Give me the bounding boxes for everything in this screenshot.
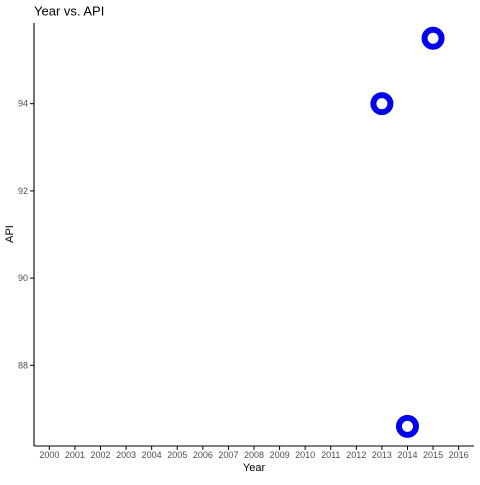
x-tick-label: 2002	[90, 450, 110, 460]
x-tick-label: 2000	[39, 450, 59, 460]
x-tick-label: 2013	[372, 450, 392, 460]
x-tick-label: 2004	[142, 450, 162, 460]
y-tick-label: 88	[18, 360, 28, 370]
y-tick-label: 92	[18, 186, 28, 196]
x-axis-ticks: 2000 2001 2002 2003 2004 2005 2006 2007 2008 2009…	[39, 446, 469, 460]
data-point	[370, 92, 394, 116]
data-point	[395, 414, 419, 438]
x-tick-label: 2003	[116, 450, 136, 460]
x-tick-label: 2001	[65, 450, 85, 460]
x-tick-label: 2014	[397, 450, 417, 460]
x-tick-label: 2010	[295, 450, 315, 460]
chart-title: Year vs. API	[34, 4, 104, 19]
data-point	[421, 26, 445, 50]
x-tick-label: 2011	[321, 450, 340, 460]
x-tick-label: 2006	[193, 450, 213, 460]
y-axis-ticks: 88 90 92 94	[18, 99, 34, 370]
x-tick-label: 2015	[423, 450, 443, 460]
x-tick-label: 2007	[218, 450, 238, 460]
data-points	[370, 26, 445, 438]
x-tick-label: 2008	[244, 450, 264, 460]
y-axis-label: API	[4, 225, 16, 243]
y-tick-label: 94	[18, 99, 28, 109]
x-tick-label: 2012	[346, 450, 366, 460]
x-tick-label: 2009	[270, 450, 290, 460]
y-tick-label: 90	[18, 273, 28, 283]
x-axis-label: Year	[243, 462, 266, 474]
x-tick-label: 2005	[167, 450, 187, 460]
x-tick-label: 2016	[449, 450, 469, 460]
